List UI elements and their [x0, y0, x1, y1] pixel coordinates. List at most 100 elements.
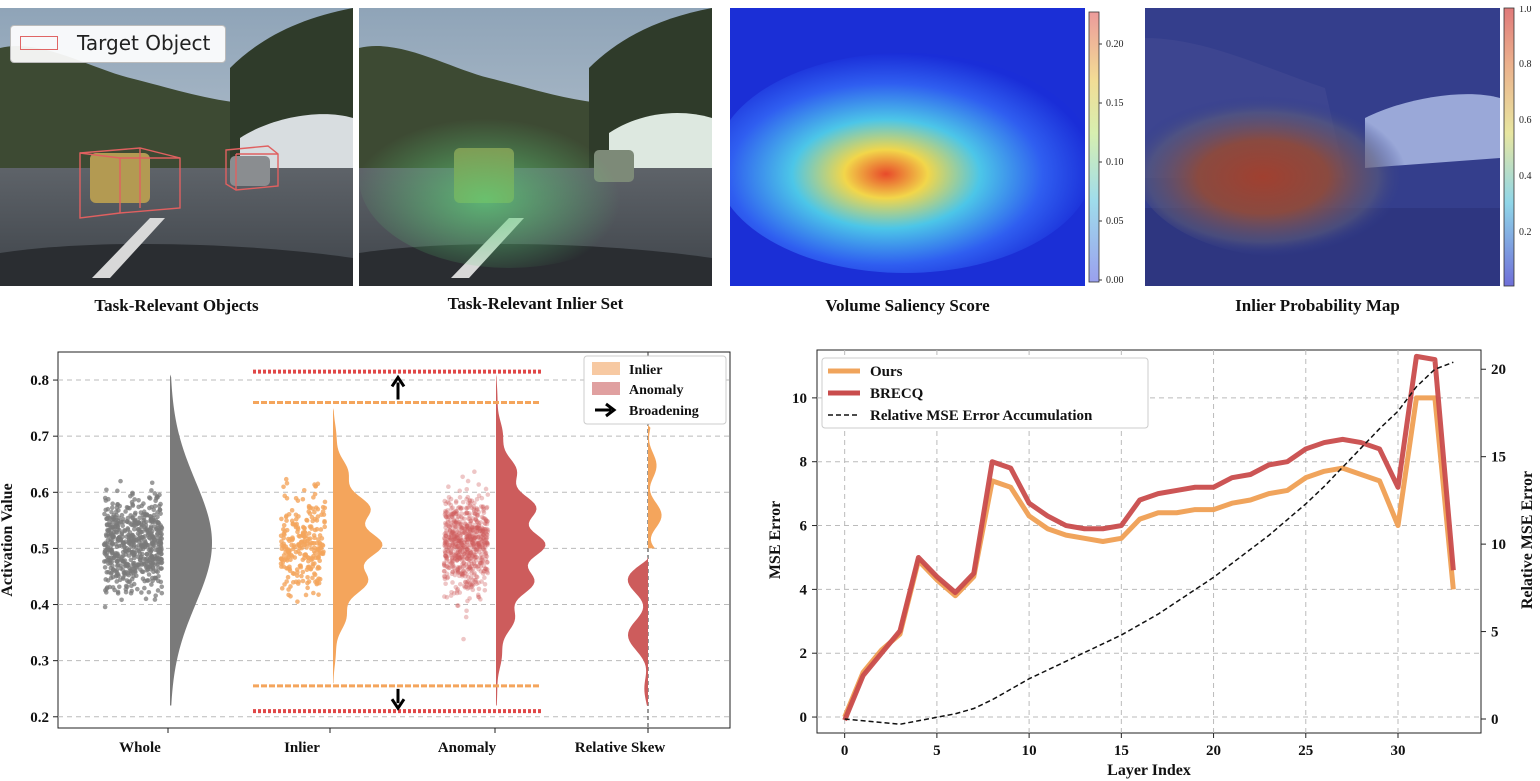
violin-point-anomaly — [443, 581, 448, 587]
violin-point-anomaly — [473, 534, 479, 540]
violin-point-anomaly — [452, 510, 457, 515]
violin-point-anomaly — [483, 551, 488, 557]
violin-point-anomaly — [469, 570, 474, 576]
violin-point-anomaly — [448, 518, 453, 523]
violin-point-whole — [148, 518, 153, 524]
violin-point-anomaly — [451, 546, 456, 552]
violin-point-anomaly — [454, 524, 459, 530]
violin-point-anomaly — [480, 526, 486, 531]
violin-point-whole — [144, 560, 149, 565]
violin-point-anomaly — [484, 535, 490, 540]
violin-point-anomaly — [467, 557, 473, 562]
violin-point-whole — [126, 540, 131, 545]
violin-point-anomaly — [444, 521, 450, 527]
violin-point-anomaly — [443, 553, 449, 559]
violin-point-anomaly — [462, 539, 468, 545]
violin-point-anomaly — [482, 575, 487, 580]
violin-point-whole — [104, 569, 110, 575]
violin-point-whole — [113, 517, 119, 523]
violin-point-anomaly — [446, 534, 451, 540]
violin-point-anomaly — [455, 549, 461, 554]
violin-point-anomaly — [466, 566, 471, 572]
violin-point-anomaly — [481, 532, 487, 537]
violin-point-anomaly — [467, 528, 473, 533]
violin-point-whole — [104, 516, 109, 522]
violin-point-anomaly — [479, 579, 484, 584]
violin-point-inlier — [315, 555, 321, 561]
violin-point-anomaly — [476, 594, 481, 600]
violin-point-anomaly — [456, 552, 461, 558]
violin-point-anomaly — [461, 546, 466, 551]
violin-point-anomaly — [471, 538, 476, 544]
violin-point-anomaly — [450, 530, 455, 535]
violin-point-anomaly — [445, 508, 450, 513]
violin-point-anomaly — [484, 526, 489, 532]
violin-point-anomaly — [484, 521, 490, 527]
violin-point-anomaly — [466, 564, 472, 570]
violin-point-anomaly — [460, 568, 466, 574]
violin-point-anomaly — [475, 507, 480, 512]
caption-volume-saliency-score: Volume Saliency Score — [825, 296, 990, 315]
violin-point-anomaly — [454, 534, 460, 540]
violin-point-anomaly — [464, 540, 470, 545]
violin-point-anomaly — [471, 534, 476, 539]
violin-point-anomaly — [456, 554, 462, 559]
saliency-heatmap-image — [730, 8, 1085, 286]
violin-point-whole — [159, 560, 165, 565]
violin-point-anomaly — [480, 560, 486, 565]
violin-point-anomaly — [453, 500, 459, 505]
violin-point-inlier — [285, 536, 291, 542]
violin-point-inlier — [300, 496, 306, 502]
violin-point-whole — [155, 560, 160, 565]
violin-point-anomaly — [457, 555, 462, 561]
violin-point-anomaly — [476, 542, 482, 548]
violin-point-anomaly — [481, 528, 486, 534]
violin-point-inlier — [286, 587, 291, 592]
caption-inlier-probability-map: Inlier Probability Map — [1235, 296, 1400, 315]
violin-point-anomaly — [444, 558, 449, 563]
violin-point-whole — [135, 562, 140, 568]
violin-point-anomaly — [472, 511, 478, 516]
violin-y-tick-label: 0.5 — [30, 541, 49, 557]
violin-point-anomaly — [455, 521, 461, 526]
violin-point-inlier — [303, 592, 309, 598]
violin-point-whole — [127, 505, 132, 511]
violin-point-anomaly — [459, 515, 465, 521]
violin-point-inlier — [281, 527, 286, 532]
violin-point-whole — [156, 503, 162, 509]
violin-point-anomaly — [485, 541, 490, 546]
violin-point-anomaly — [468, 558, 474, 564]
violin-point-anomaly — [484, 539, 490, 545]
violin-point-anomaly — [464, 546, 470, 552]
violin-point-anomaly — [466, 574, 471, 580]
violin-point-anomaly — [458, 519, 463, 525]
violin-point-anomaly — [466, 545, 471, 551]
violin-point-inlier — [306, 564, 312, 570]
probability-map-image — [1145, 8, 1500, 286]
violin-point-inlier — [319, 551, 324, 556]
violin-point-anomaly — [460, 525, 465, 531]
violin-point-anomaly — [455, 544, 460, 550]
violin-point-whole — [118, 478, 123, 484]
violin-point-anomaly — [475, 535, 481, 540]
violin-point-anomaly — [466, 585, 472, 590]
violin-point-anomaly — [474, 529, 479, 535]
violin-point-anomaly — [480, 504, 486, 510]
violin-point-anomaly — [442, 543, 447, 548]
violin-point-anomaly — [455, 529, 460, 534]
violin-point-anomaly — [479, 528, 485, 534]
violin-point-anomaly — [465, 505, 471, 510]
violin-point-inlier — [281, 484, 286, 490]
violin-point-whole — [119, 512, 125, 518]
violin-point-inlier — [307, 536, 313, 541]
violin-point-anomaly — [474, 506, 480, 511]
violin-point-anomaly — [485, 570, 491, 576]
violin-point-anomaly — [478, 528, 483, 534]
violin-point-anomaly — [442, 548, 448, 554]
violin-point-anomaly — [452, 536, 458, 541]
violin-point-anomaly — [481, 526, 487, 532]
violin-point-whole — [146, 589, 152, 595]
violin-point-anomaly — [457, 555, 463, 561]
violin-point-whole — [154, 535, 160, 541]
violin-point-anomaly — [483, 537, 488, 543]
